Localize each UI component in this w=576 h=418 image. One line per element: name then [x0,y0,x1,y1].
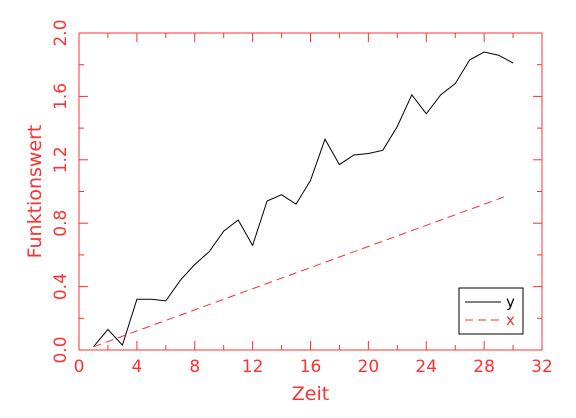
series-lines [93,51,514,348]
legend: yx [458,287,524,335]
series-line-y [93,51,514,348]
x-tick-label: 0 [74,357,85,377]
x-tick-label: 8 [189,357,200,377]
x-tick-label: 16 [300,357,322,377]
legend-box [458,287,524,335]
y-tick-label: 0.4 [51,273,71,300]
x-tick-labels: 0 4 8 12 16 20 24 28 32 [74,357,553,377]
x-tick-label: 28 [473,357,495,377]
y-tick-label: 1.2 [51,146,71,173]
x-tick-label: 12 [242,357,264,377]
x-tick-label: 32 [531,357,553,377]
legend-label-y: y [506,293,515,311]
x-tick-label: 20 [358,357,380,377]
y-tick-label: 0.8 [51,210,71,237]
series-line-x [93,195,506,348]
x-tick-label: 24 [415,357,437,377]
x-axis-label: Zeit [292,383,329,405]
y-tick-label: 1.6 [51,83,71,110]
y-tick-label: 2.0 [51,19,71,46]
plot-frame [78,32,543,351]
y-tick-labels: 0.0 0.4 0.8 1.2 1.6 2.0 [51,19,71,363]
y-axis-label: Funktionswert [24,125,46,259]
x-tick-label: 4 [131,357,142,377]
y-tick-label: 0.0 [51,336,71,363]
legend-label-x: x [506,311,515,329]
axis-ticks [78,32,543,351]
